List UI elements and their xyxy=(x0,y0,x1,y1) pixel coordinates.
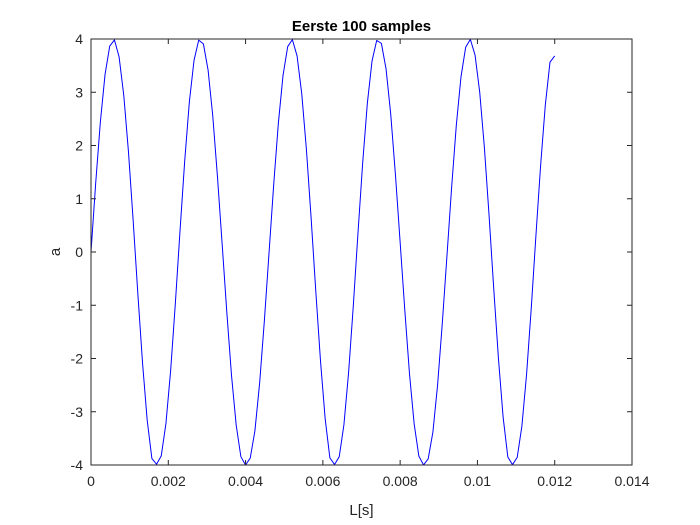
y-tick-label: 0 xyxy=(75,244,83,260)
y-tick-label: 3 xyxy=(75,84,83,100)
x-tick-label: 0.014 xyxy=(614,473,649,489)
y-tick-label: -3 xyxy=(71,404,84,420)
y-axis-ticks: -4 -3 -2 -1 0 1 2 3 4 xyxy=(71,31,632,473)
y-tick-label: -2 xyxy=(71,351,84,367)
x-tick-label: 0.006 xyxy=(305,473,340,489)
series-layer xyxy=(90,38,556,466)
x-tick-label: 0 xyxy=(87,473,95,489)
y-tick-label: -4 xyxy=(71,457,84,473)
x-tick-label: 0.004 xyxy=(228,473,263,489)
x-tick-label: 0.012 xyxy=(537,473,572,489)
x-tick-label: 0.008 xyxy=(383,473,418,489)
y-tick-label: 4 xyxy=(75,31,83,47)
x-tick-label: 0.002 xyxy=(151,473,186,489)
x-axis-ticks: 0 0.002 0.004 0.006 0.008 0.01 0.012 0.014 xyxy=(87,39,650,489)
y-tick-label: 2 xyxy=(75,138,83,154)
x-tick-label: 0.01 xyxy=(464,473,491,489)
series-line-0 xyxy=(90,38,556,466)
y-tick-label: 1 xyxy=(75,191,83,207)
x-axis-label: L[s] xyxy=(349,502,373,519)
y-axis-label: a xyxy=(47,247,64,256)
plot-area xyxy=(91,39,632,465)
chart-title: Eerste 100 samples xyxy=(292,18,431,35)
y-tick-label: -1 xyxy=(71,297,84,313)
